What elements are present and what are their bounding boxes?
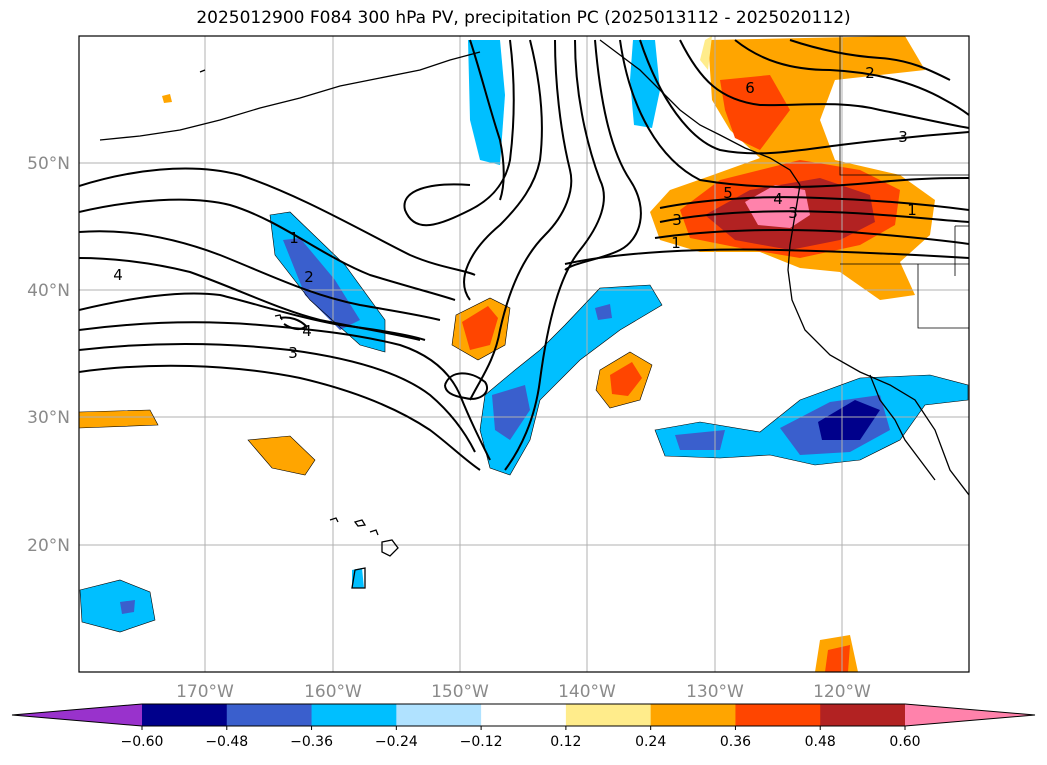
- lat-label: 40°N: [27, 281, 70, 301]
- lon-labels: 170°W 160°W 150°W 140°W 130°W 120°W: [176, 682, 871, 702]
- colorbar-segment: [565, 704, 652, 726]
- lat-labels: 50°N 40°N 30°N 20°N: [27, 154, 70, 556]
- lon-label: 120°W: [813, 682, 871, 702]
- colorbar-tick-label: −0.48: [205, 734, 248, 750]
- colorbar-segment: [650, 704, 736, 726]
- colorbar-tick-label: −0.36: [290, 734, 333, 750]
- lat-label: 20°N: [27, 536, 70, 556]
- colorbar-extend-max: [905, 704, 1035, 726]
- lat-label: 50°N: [27, 154, 70, 174]
- map-title: 2025012900 F084 300 hPa PV, precipitatio…: [196, 8, 851, 28]
- colorbar-tick-label: 0.12: [550, 734, 581, 750]
- colorbar-tick-label: −0.24: [375, 734, 418, 750]
- colorbar-segment: [311, 704, 397, 726]
- contour-label: 3: [898, 128, 908, 146]
- colorbar-tick-label: 0.24: [635, 734, 666, 750]
- colorbar-tick-label: 0.48: [805, 734, 836, 750]
- coastlines: [99, 36, 969, 589]
- plot-area: [79, 36, 969, 672]
- contour-label: 1: [289, 229, 299, 247]
- plot-frame: [78, 35, 970, 673]
- contour-label: 3: [288, 344, 298, 362]
- lon-label: 140°W: [558, 682, 616, 702]
- colorbar-extend-min: [12, 704, 142, 726]
- colorbar-segment: [735, 704, 821, 726]
- colorbar-tick-label: −0.12: [460, 734, 503, 750]
- colorbar-segment: [396, 704, 482, 726]
- contour-label: 2: [304, 268, 314, 286]
- colorbar-tick-label: 0.60: [889, 734, 920, 750]
- contour-label: 3: [672, 211, 682, 229]
- contour-label: 5: [723, 184, 733, 202]
- contour-label: 2: [865, 64, 875, 82]
- colorbar-segment: [820, 704, 906, 726]
- contour-label: 1: [671, 234, 681, 252]
- lon-label: 130°W: [686, 682, 744, 702]
- colorbar-tick-label: −0.60: [121, 734, 164, 750]
- colorbar-segment: [481, 704, 567, 726]
- contour-label: 3: [788, 204, 798, 222]
- colorbar-tick-label: 0.36: [720, 734, 751, 750]
- lon-label: 170°W: [176, 682, 234, 702]
- pv-contours: [79, 39, 969, 471]
- contour-label: 4: [773, 190, 783, 208]
- colorbar: −0.60 −0.48 −0.36 −0.24 −0.12 0.12 0.24 0.36 0.4…: [11, 703, 1036, 750]
- colorbar-segment: [226, 704, 313, 726]
- colorbar-segment: [142, 704, 228, 726]
- pv-contour-labels: 1 2 3 4 3 4 1 3 5 4 6 2 3 1: [113, 64, 917, 362]
- lat-label: 30°N: [27, 408, 70, 428]
- contour-label: 4: [302, 322, 312, 340]
- lon-label: 160°W: [304, 682, 362, 702]
- gridlines: [79, 36, 969, 672]
- lon-label: 150°W: [431, 682, 489, 702]
- contour-label: 1: [907, 201, 917, 219]
- contour-label: 6: [745, 79, 755, 97]
- contour-label: 4: [113, 266, 123, 284]
